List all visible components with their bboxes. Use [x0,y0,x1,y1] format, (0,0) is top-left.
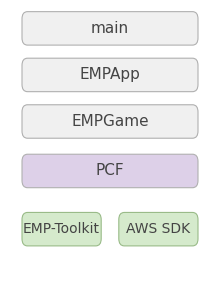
FancyBboxPatch shape [22,212,101,246]
Text: EMPApp: EMPApp [80,68,140,82]
FancyBboxPatch shape [22,105,198,138]
FancyBboxPatch shape [22,58,198,92]
FancyBboxPatch shape [119,212,198,246]
FancyBboxPatch shape [22,154,198,188]
Text: main: main [91,21,129,36]
Text: EMPGame: EMPGame [71,114,149,129]
Text: PCF: PCF [96,164,124,178]
Text: EMP-Toolkit: EMP-Toolkit [23,222,100,236]
Text: AWS SDK: AWS SDK [126,222,191,236]
FancyBboxPatch shape [22,12,198,45]
